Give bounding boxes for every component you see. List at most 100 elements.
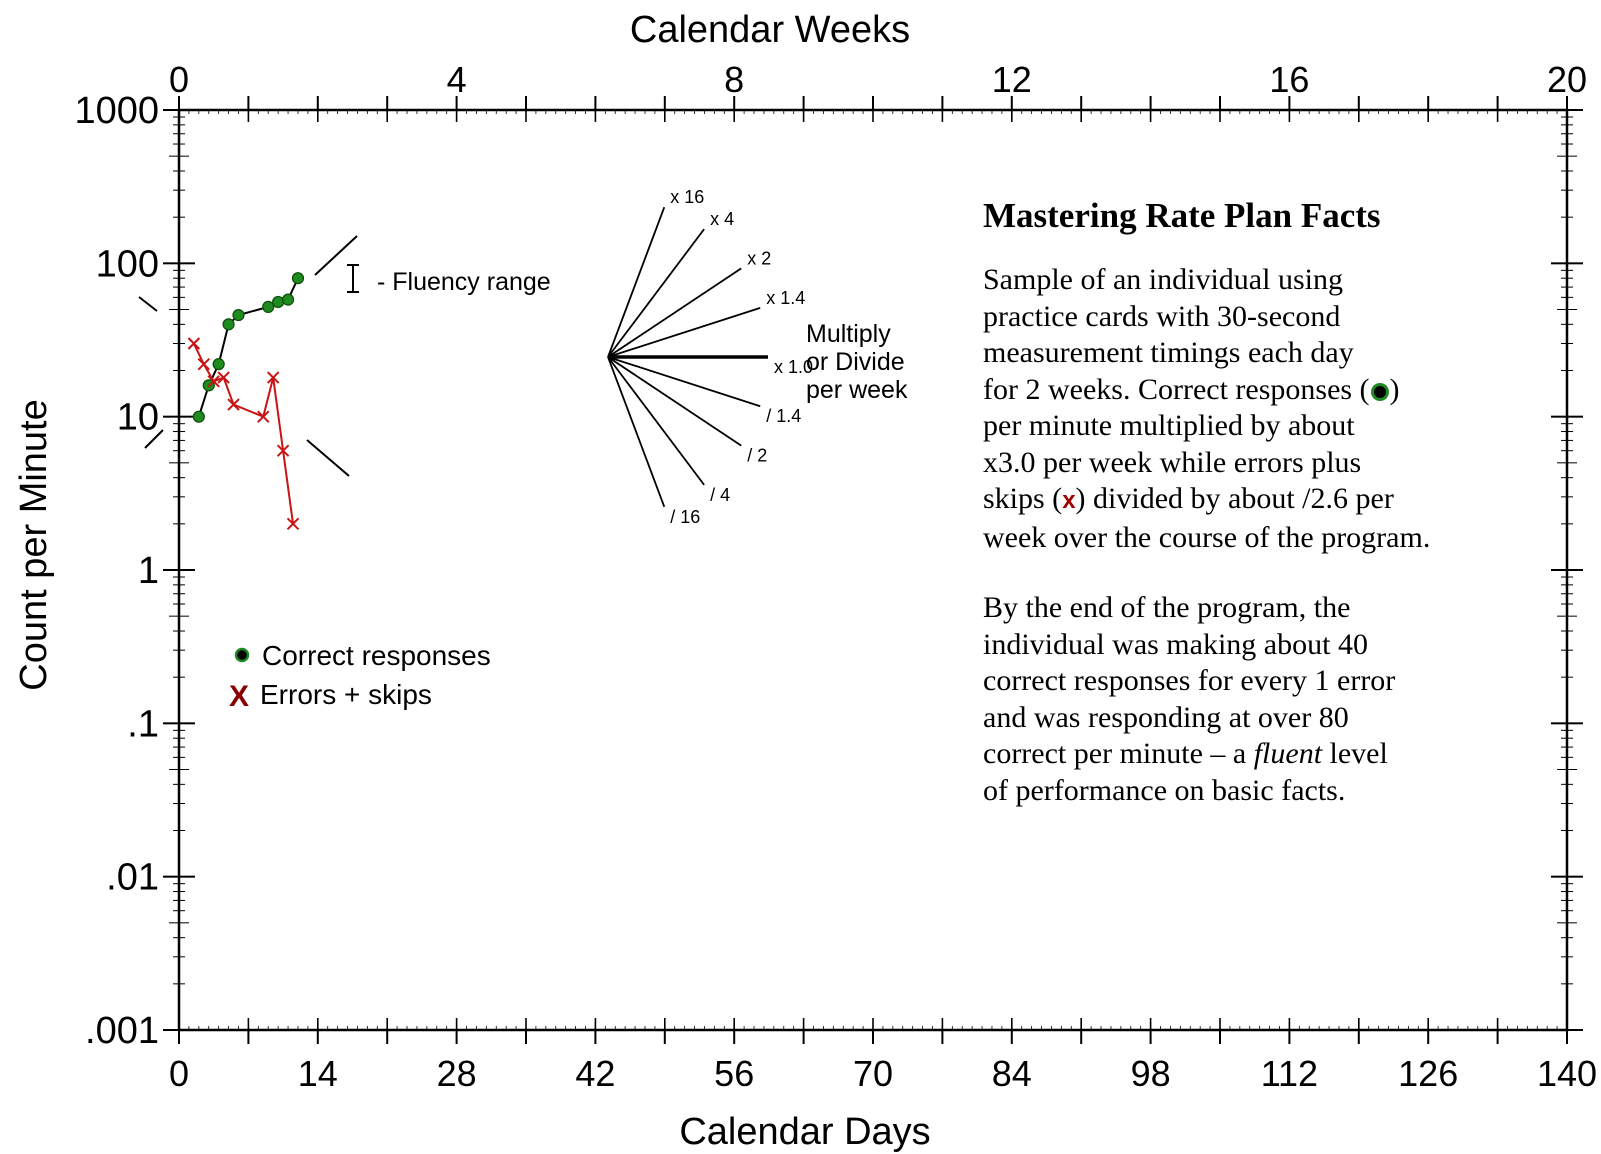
panel-line: Sample of an individual using — [983, 263, 1343, 296]
x-tick-label: 56 — [714, 1053, 754, 1094]
correct-dot-icon — [1373, 385, 1386, 398]
panel-text: level — [1322, 737, 1388, 770]
error-point — [257, 410, 270, 423]
panel-text: ) divided by about /2.6 per — [1075, 482, 1394, 515]
correct-point — [232, 308, 245, 322]
celeration-fan-title: Multiply — [806, 320, 891, 348]
legend-error-x-icon: X — [229, 680, 249, 713]
x-tick-label: 70 — [853, 1053, 893, 1094]
panel-line: practice cards with 30-second — [983, 299, 1341, 333]
fluency-aim-upper — [314, 235, 358, 276]
celeration-ray-label: x 2 — [747, 248, 771, 268]
error-point-stroke — [227, 398, 240, 411]
panel-line: skips (x) divided by about /2.6 per — [983, 481, 1573, 520]
error-point-stroke — [286, 517, 300, 531]
celeration-ray-label: / 16 — [670, 507, 700, 527]
y-tick-label: 100 — [96, 243, 159, 285]
error-point-stroke — [276, 444, 290, 457]
y-axis-title: Count per Minute — [13, 399, 55, 691]
panel-line: week over the course of the program. — [983, 520, 1431, 554]
panel-paragraph-2: By the end of the program, the individua… — [983, 590, 1573, 809]
correct-point — [291, 272, 305, 285]
error-point-stroke — [217, 371, 230, 384]
error-point — [217, 371, 230, 384]
celeration-ray-label: x 1.4 — [766, 288, 805, 308]
panel-line: per minute multiplied by about — [983, 409, 1355, 442]
celeration-ray — [607, 356, 666, 508]
explanation-panel: Mastering Rate Plan Facts Sample of an i… — [983, 196, 1573, 843]
panel-line: and was responding at over 80 — [983, 700, 1349, 734]
fluency-range-label: - Fluency range — [377, 268, 551, 296]
celeration-ray-label: / 1.4 — [766, 406, 801, 426]
panel-line: correct per minute – a fluent level — [983, 736, 1573, 773]
panel-line: By the end of the program, the — [983, 591, 1351, 624]
panel-paragraph-1: Sample of an individual using practice c… — [983, 262, 1573, 556]
error-point — [197, 357, 210, 371]
fluency-aim-lower — [306, 439, 350, 477]
error-point — [187, 337, 201, 350]
celeration-ray — [607, 356, 742, 447]
panel-title: Mastering Rate Plan Facts — [983, 196, 1381, 235]
x-tick-label: 98 — [1131, 1053, 1171, 1094]
y-break-mark — [144, 429, 164, 449]
celeration-ray-label: x 4 — [710, 209, 734, 229]
error-point-stroke — [266, 371, 280, 384]
error-point — [227, 398, 240, 411]
panel-line: correct responses for every 1 error — [983, 664, 1396, 697]
y-tick-label: .01 — [106, 857, 159, 899]
error-point-stroke — [207, 375, 220, 388]
panel-text: for 2 weeks. Correct responses ( — [983, 372, 1370, 406]
panel-line: individual was making about 40 — [983, 627, 1368, 661]
celeration-ray — [607, 306, 761, 358]
y-tick-label: .1 — [127, 703, 159, 745]
error-point-stroke — [187, 337, 201, 350]
panel-text: correct per minute – a — [983, 737, 1254, 770]
x-axis-title: Calendar Days — [679, 1111, 930, 1153]
panel-line: measurement timings each day — [983, 336, 1354, 369]
celeration-ray — [607, 267, 742, 358]
error-series-line — [192, 343, 295, 524]
top-tick-label: 20 — [1547, 59, 1587, 100]
error-point-stroke — [197, 357, 210, 371]
celeration-ray — [607, 206, 666, 358]
celeration-ray — [607, 228, 705, 358]
top-tick-label: 8 — [724, 59, 744, 100]
top-tick-label: 4 — [447, 59, 467, 100]
x-tick-label: 140 — [1537, 1053, 1597, 1094]
error-point — [266, 371, 280, 384]
top-axis-title: Calendar Weeks — [630, 9, 910, 51]
top-tick-label: 16 — [1269, 59, 1309, 100]
panel-line: of performance on basic facts. — [983, 773, 1346, 807]
error-point — [286, 517, 300, 531]
correct-point — [262, 300, 275, 313]
correct-point — [272, 295, 285, 309]
x-tick-label: 14 — [298, 1053, 338, 1094]
top-tick-label: 0 — [169, 59, 189, 100]
panel-line: x3.0 per week while errors plus — [983, 445, 1362, 479]
celeration-ray-label: x 16 — [670, 187, 704, 207]
correct-point — [222, 318, 235, 331]
celeration-ray-label: / 4 — [710, 485, 730, 505]
y-tick-label: .001 — [85, 1010, 159, 1052]
correct-point — [212, 358, 225, 371]
y-tick-label: 10 — [117, 397, 159, 439]
legend-error-label: Errors + skips — [260, 679, 432, 710]
celeration-ray-label: / 2 — [747, 446, 767, 466]
x-tick-label: 84 — [992, 1053, 1032, 1094]
x-tick-label: 112 — [1261, 1053, 1318, 1094]
panel-emphasis: fluent — [1253, 737, 1323, 770]
y-tick-label: 1000 — [74, 90, 159, 132]
celeration-ray — [607, 356, 705, 486]
x-tick-label: 42 — [575, 1053, 615, 1094]
y-tick-label: 1 — [138, 550, 159, 592]
panel-line: for 2 weeks. Correct responses () — [983, 372, 1573, 409]
error-x-icon: x — [1062, 487, 1076, 514]
x-tick-label: 28 — [437, 1053, 477, 1094]
legend-correct-label: Correct responses — [262, 640, 491, 671]
celeration-fan-title: per week — [806, 376, 908, 404]
panel-text: skips ( — [983, 482, 1063, 515]
x-tick-label: 126 — [1398, 1053, 1458, 1094]
error-point — [276, 444, 290, 457]
top-tick-label: 12 — [992, 59, 1032, 100]
